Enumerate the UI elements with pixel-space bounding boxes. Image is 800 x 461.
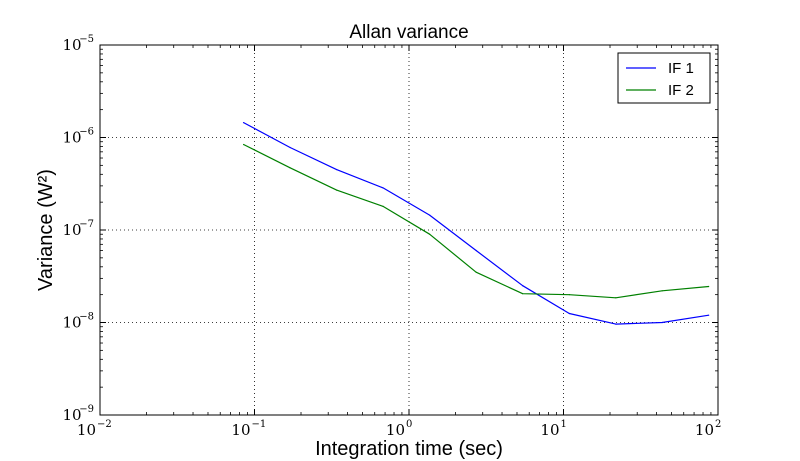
x-tick-label-exponent: −1 [252,419,267,430]
data-point-series-1 [615,323,617,325]
y-tick-label-base: 10 [63,406,82,424]
data-point-series-1 [336,168,338,171]
grid-lines [100,45,718,415]
data-point-series-2 [522,293,524,295]
data-point-series-2 [242,143,245,146]
x-tick-label: 10 1 [540,419,566,439]
data-point-series-1 [661,321,663,324]
data-point-series-1 [522,285,524,287]
y-tick-label-base: 10 [63,36,82,54]
data-point-series-2 [661,290,663,292]
y-tick-label-base: 10 [63,314,82,332]
y-tick-label-exponent: −7 [79,219,94,230]
x-tick-label-exponent: 2 [715,419,721,430]
data-point-series-2 [289,167,291,169]
y-tick-label-exponent: −9 [79,404,94,415]
data-point-series-1 [242,121,245,124]
data-point-series-2 [382,205,384,207]
y-tick-label-exponent: −6 [79,127,94,138]
data-point-series-1 [708,314,710,316]
y-tick-label-exponent: −8 [79,312,94,323]
data-point-series-1 [429,214,431,216]
data-point-series-1 [568,312,570,315]
x-tick-label-base: 10 [231,421,250,439]
x-axis-title: Integration time (sec) [315,438,503,460]
x-tick-label-base: 10 [386,421,405,439]
x-tick-label-exponent: −2 [97,419,112,430]
x-tick-label-base: 10 [540,421,559,439]
x-tick-label: 10 −1 [231,419,266,439]
y-tick-label-base: 10 [63,221,82,239]
y-tick-label: −610 [63,127,94,147]
tick-labels: 10 −2 10 −1 10 0 10 1 10 2−910−810−710−610−510 [63,34,722,439]
data-point-series-1 [382,187,384,189]
y-tick-label: −910 [63,404,94,424]
x-tick-label: 10 −2 [77,419,112,439]
x-tick-label-base: 10 [77,421,96,439]
x-tick-label-base: 10 [695,421,714,439]
data-point-series-2 [336,189,338,191]
y-tick-label-exponent: −5 [79,34,94,45]
series-lines [242,121,710,325]
y-tick-label: −810 [63,312,94,332]
y-tick-label: −510 [63,34,94,54]
data-point-series-2 [475,271,477,273]
legend-box [617,52,711,104]
legend-label-if2: IF 2 [668,82,694,99]
legend: IF 1 IF 2 [617,52,711,104]
y-tick-label: −710 [63,219,94,239]
data-point-series-1 [289,146,291,149]
y-tick-label-base: 10 [63,129,82,147]
data-point-series-2 [429,233,431,235]
chart-title: Allan variance [349,22,468,43]
y-axis-title: Variance (W²) [35,169,57,291]
data-point-series-1 [475,249,477,252]
data-point-series-2 [708,285,710,288]
data-point-series-2 [615,297,617,299]
x-tick-label: 10 0 [386,419,412,439]
data-point-series-2 [568,294,570,296]
axis-ticks [99,44,719,416]
x-tick-label: 10 2 [695,419,721,439]
x-tick-label-exponent: 0 [406,419,412,430]
legend-label-if1: IF 1 [668,60,694,77]
x-tick-label-exponent: 1 [561,419,567,430]
